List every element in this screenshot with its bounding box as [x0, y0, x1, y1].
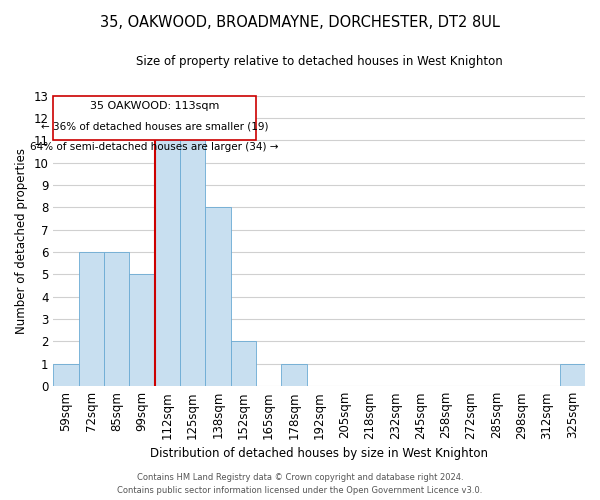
Bar — [104, 252, 130, 386]
Bar — [180, 140, 205, 386]
Bar — [205, 208, 230, 386]
Text: Contains HM Land Registry data © Crown copyright and database right 2024.
Contai: Contains HM Land Registry data © Crown c… — [118, 474, 482, 495]
Bar — [53, 364, 79, 386]
Bar — [79, 252, 104, 386]
Bar — [230, 342, 256, 386]
Bar — [155, 140, 180, 386]
Y-axis label: Number of detached properties: Number of detached properties — [15, 148, 28, 334]
X-axis label: Distribution of detached houses by size in West Knighton: Distribution of detached houses by size … — [150, 447, 488, 460]
Text: ← 36% of detached houses are smaller (19): ← 36% of detached houses are smaller (19… — [41, 122, 268, 132]
FancyBboxPatch shape — [53, 96, 256, 140]
Text: 35, OAKWOOD, BROADMAYNE, DORCHESTER, DT2 8UL: 35, OAKWOOD, BROADMAYNE, DORCHESTER, DT2… — [100, 15, 500, 30]
Title: Size of property relative to detached houses in West Knighton: Size of property relative to detached ho… — [136, 55, 503, 68]
Text: 35 OAKWOOD: 113sqm: 35 OAKWOOD: 113sqm — [90, 102, 220, 112]
Bar — [281, 364, 307, 386]
Text: 64% of semi-detached houses are larger (34) →: 64% of semi-detached houses are larger (… — [31, 142, 279, 152]
Bar — [130, 274, 155, 386]
Bar — [560, 364, 585, 386]
